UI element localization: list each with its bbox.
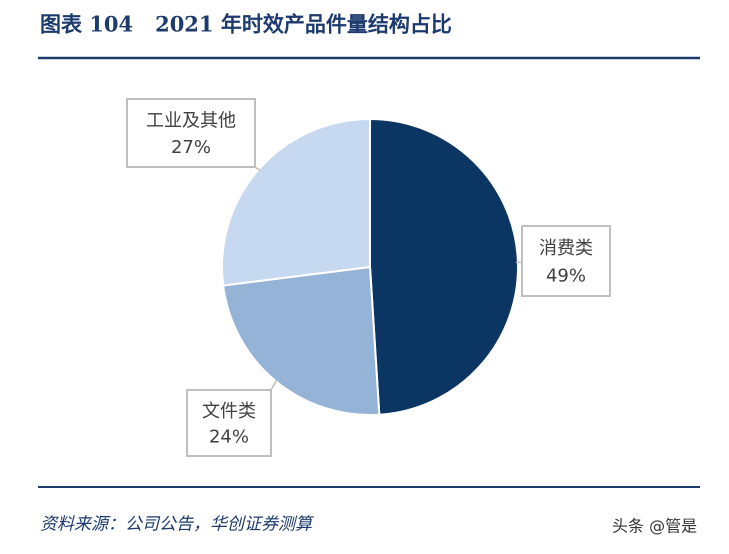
category-label: 消费类 [539,238,593,259]
label-box [126,98,256,168]
value-label: 27% [171,137,211,158]
category-label: 工业及其他 [146,110,236,131]
label-box [521,225,611,297]
watermark: 头条 @管是 [612,517,697,536]
category-label: 文件类 [202,401,256,422]
value-label: 49% [546,265,586,286]
leader-line [270,379,278,391]
value-label: 24% [209,427,249,448]
label-box [186,389,272,457]
chart-title: 图表 104 2021 年时效产品件量结构占比 [40,12,452,37]
source-note: 资料来源：公司公告，华创证券测算 [40,515,315,535]
